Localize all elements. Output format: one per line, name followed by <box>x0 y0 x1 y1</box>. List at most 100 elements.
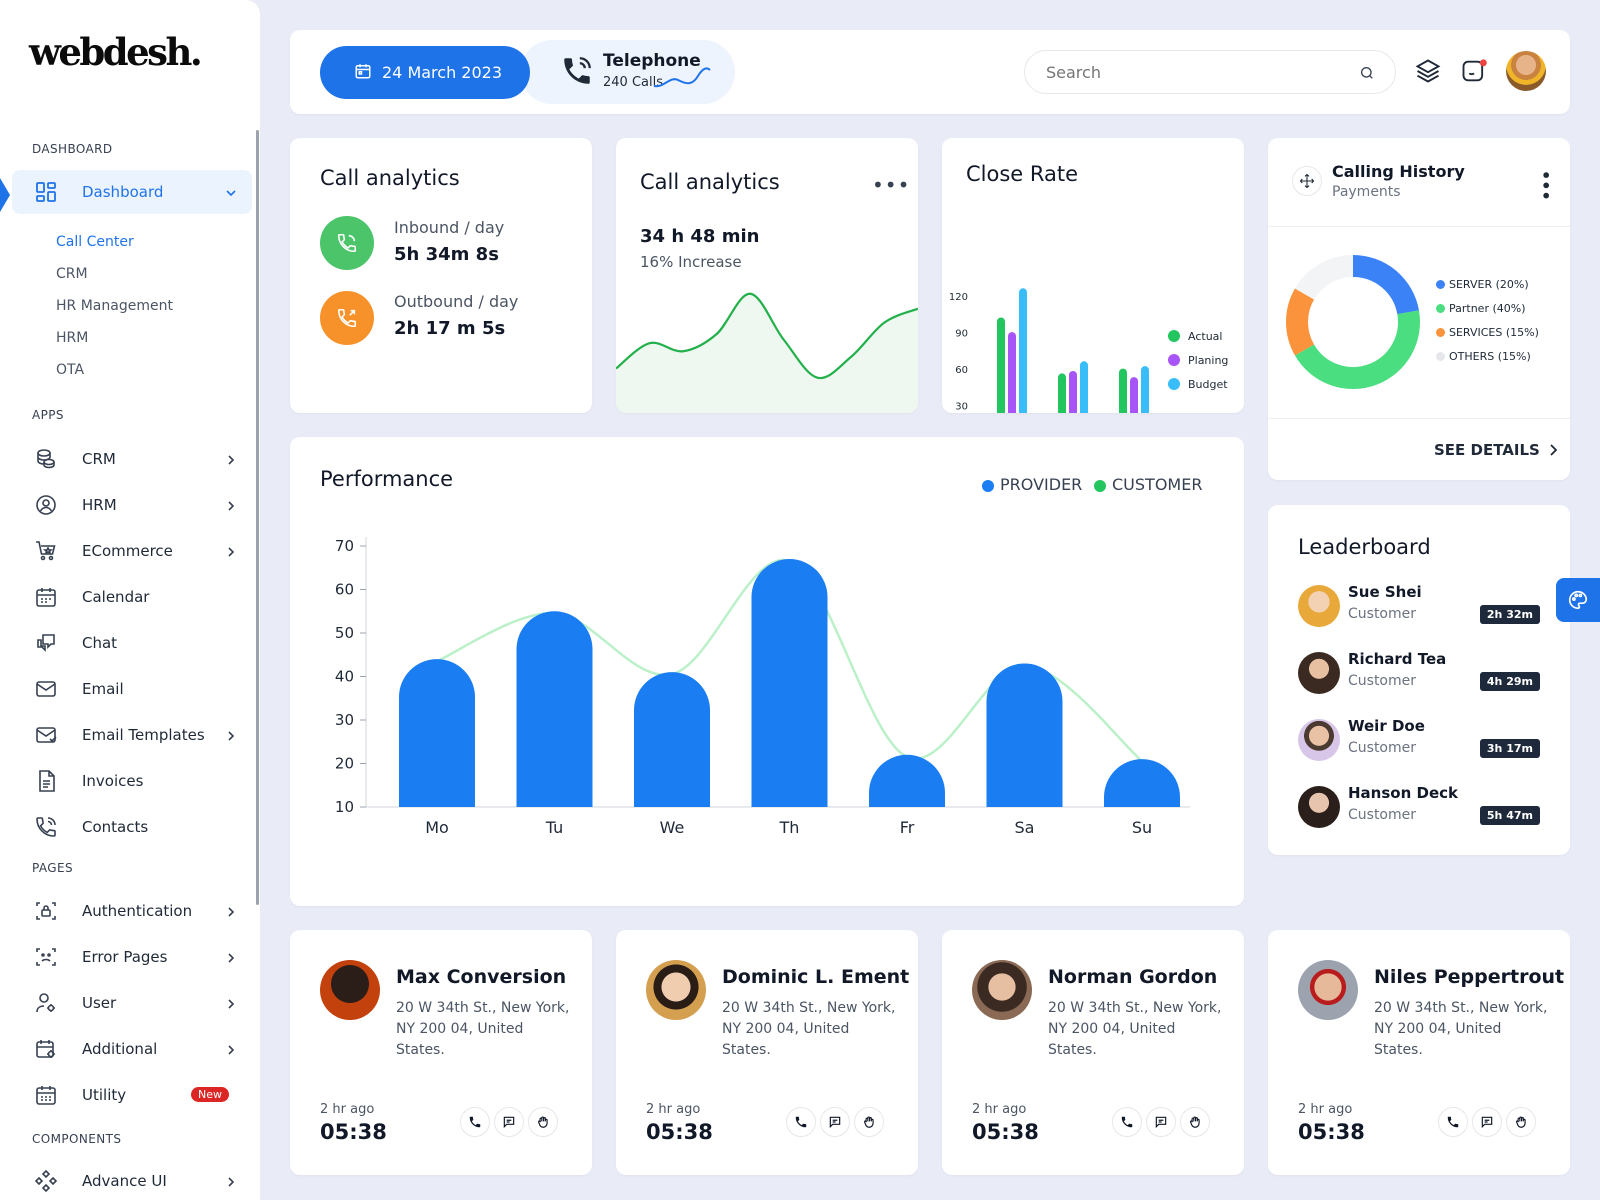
more-horizontal-icon[interactable]: ••• <box>872 173 911 197</box>
card-subtitle: Payments <box>1332 184 1401 200</box>
brand-logo[interactable]: webdesh. <box>29 30 203 74</box>
bar-provider <box>1104 759 1180 807</box>
y-tick-label: 20 <box>335 755 354 773</box>
bar-budget <box>1080 361 1088 413</box>
sidebar-item-advance-ui[interactable]: Advance UI <box>0 1159 252 1200</box>
see-details-link[interactable]: SEE DETAILS <box>1434 441 1558 459</box>
donut-slice <box>1286 288 1315 356</box>
y-tick-label: 120 <box>949 292 968 303</box>
sidebar-item-ecommerce[interactable]: ECommerce <box>0 529 252 573</box>
section-dashboard-label: DASHBOARD <box>32 142 113 156</box>
sidebar-item-chat[interactable]: Chat <box>0 621 252 665</box>
sidebar-item-email-templates[interactable]: Email Templates <box>0 713 252 757</box>
telephone-pill[interactable] <box>520 40 735 104</box>
sidebar-subitem-call-center[interactable]: Call Center <box>56 234 134 250</box>
hold-button[interactable] <box>1506 1107 1536 1137</box>
card-title: Calling History <box>1332 162 1465 181</box>
sparkline-line <box>616 292 918 380</box>
search-box[interactable] <box>1024 50 1396 94</box>
time-ago: 2 hr ago <box>1298 1102 1353 1117</box>
y-tick-label: 40 <box>335 668 354 686</box>
sidebar-item-crm[interactable]: CRM <box>0 437 252 481</box>
see-details-label: SEE DETAILS <box>1434 441 1540 459</box>
bar-budget <box>1019 288 1027 413</box>
sidebar-subitem-hr-management[interactable]: HR Management <box>56 298 173 314</box>
legend-swatch <box>1436 328 1445 337</box>
search-input[interactable] <box>1046 62 1346 82</box>
sidebar-item-dashboard[interactable]: Dashboard <box>12 170 252 214</box>
sidebar-item-additional[interactable]: Additional <box>0 1027 252 1071</box>
sidebar-item-user[interactable]: User <box>0 981 252 1025</box>
hand-icon <box>1516 1116 1526 1128</box>
time-badge: 4h 29m <box>1479 672 1540 691</box>
contact-address: 20 W 34th St., New York, NY 200 04, Unit… <box>1374 1000 1548 1058</box>
chevron-right-icon <box>1550 444 1558 456</box>
bar-provider <box>751 559 828 807</box>
increase-text: 16% Increase <box>640 253 742 271</box>
sidebar-item-calendar[interactable]: Calendar <box>0 575 252 619</box>
leader-role: Customer <box>1348 673 1417 689</box>
date-button[interactable]: 24 March 2023 <box>320 46 530 99</box>
calendar-gear-icon <box>34 1037 58 1061</box>
phone-icon <box>34 815 58 839</box>
sidebar-subitem-hrm[interactable]: HRM <box>56 330 89 346</box>
x-tick-label: We <box>660 818 685 837</box>
sidebar-item-label: Email Templates <box>82 726 205 744</box>
message-button[interactable] <box>494 1107 524 1137</box>
sidebar-item-hrm[interactable]: HRM <box>0 483 252 527</box>
sidebar-subitem-crm[interactable]: CRM <box>56 266 88 282</box>
sidebar-item-label: Error Pages <box>82 948 168 966</box>
sidebar-item-contacts[interactable]: Contacts <box>0 805 252 849</box>
active-indicator <box>0 178 10 212</box>
phone-ringing-icon <box>560 54 594 92</box>
legend-swatch <box>1436 304 1445 313</box>
user-avatar[interactable] <box>1506 51 1546 91</box>
x-tick-label: Sa <box>1015 818 1035 837</box>
hold-button[interactable] <box>854 1107 884 1137</box>
time-badge: 3h 17m <box>1479 739 1540 758</box>
avatar <box>1298 786 1340 828</box>
call-button[interactable] <box>1112 1107 1142 1137</box>
sidebar-item-email[interactable]: Email <box>0 667 252 711</box>
sidebar-subitem-ota[interactable]: OTA <box>56 362 85 378</box>
bar-provider <box>869 754 945 807</box>
chevron-right-icon <box>224 498 238 512</box>
legend-provider-label: PROVIDER <box>1000 475 1083 494</box>
sparkline-area <box>616 293 918 413</box>
message-button[interactable] <box>820 1107 850 1137</box>
message-icon <box>1481 1116 1493 1129</box>
message-button[interactable] <box>1146 1107 1176 1137</box>
avatar <box>1298 652 1340 694</box>
sidebar-item-invoices[interactable]: Invoices <box>0 759 252 803</box>
call-button[interactable] <box>460 1107 490 1137</box>
leader-name: Weir Doe <box>1348 717 1425 735</box>
performance-chart: 10 20 30 40 50 60 70 Mo Tu We Th Fr Sa Su <box>335 537 1190 837</box>
layers-icon[interactable] <box>1414 57 1442 85</box>
sidebar-scrollbar[interactable] <box>256 130 259 905</box>
chevron-right-icon <box>224 728 238 742</box>
performance-card: Performance PROVIDER CUSTOMER 10 20 30 40 50… <box>290 437 1244 906</box>
sidebar-item-error-pages[interactable]: Error Pages <box>0 935 252 979</box>
dashboard-grid-icon <box>34 180 58 204</box>
hold-button[interactable] <box>1180 1107 1210 1137</box>
new-badge: New <box>191 1087 229 1102</box>
theme-customizer-button[interactable] <box>1556 578 1600 622</box>
hold-button[interactable] <box>528 1107 558 1137</box>
call-button[interactable] <box>1438 1107 1468 1137</box>
top-header: 24 March 2023 Telephone 240 Calls <box>290 30 1570 114</box>
search-icon[interactable] <box>1359 65 1375 85</box>
more-vertical-icon[interactable]: ••• <box>1536 170 1555 201</box>
contact-card: Norman Gordon 20 W 34th St., New York, NY… <box>942 930 1244 1175</box>
notification-icon[interactable] <box>1460 57 1488 85</box>
legend-dot <box>1168 330 1180 342</box>
call-button[interactable] <box>786 1107 816 1137</box>
leader-name: Hanson Deck <box>1348 784 1458 802</box>
legend-swatch <box>1436 352 1445 361</box>
donut-legend-item: Partner (40%) <box>1436 302 1539 315</box>
chevron-right-icon <box>224 452 238 466</box>
sidebar-item-authentication[interactable]: Authentication <box>0 889 252 933</box>
message-button[interactable] <box>1472 1107 1502 1137</box>
inbound-value: 5h 34m 8s <box>394 244 499 265</box>
sidebar-item-utility[interactable]: Utility New <box>0 1073 252 1117</box>
contact-card: Max Conversion 20 W 34th St., New York, N… <box>290 930 592 1175</box>
